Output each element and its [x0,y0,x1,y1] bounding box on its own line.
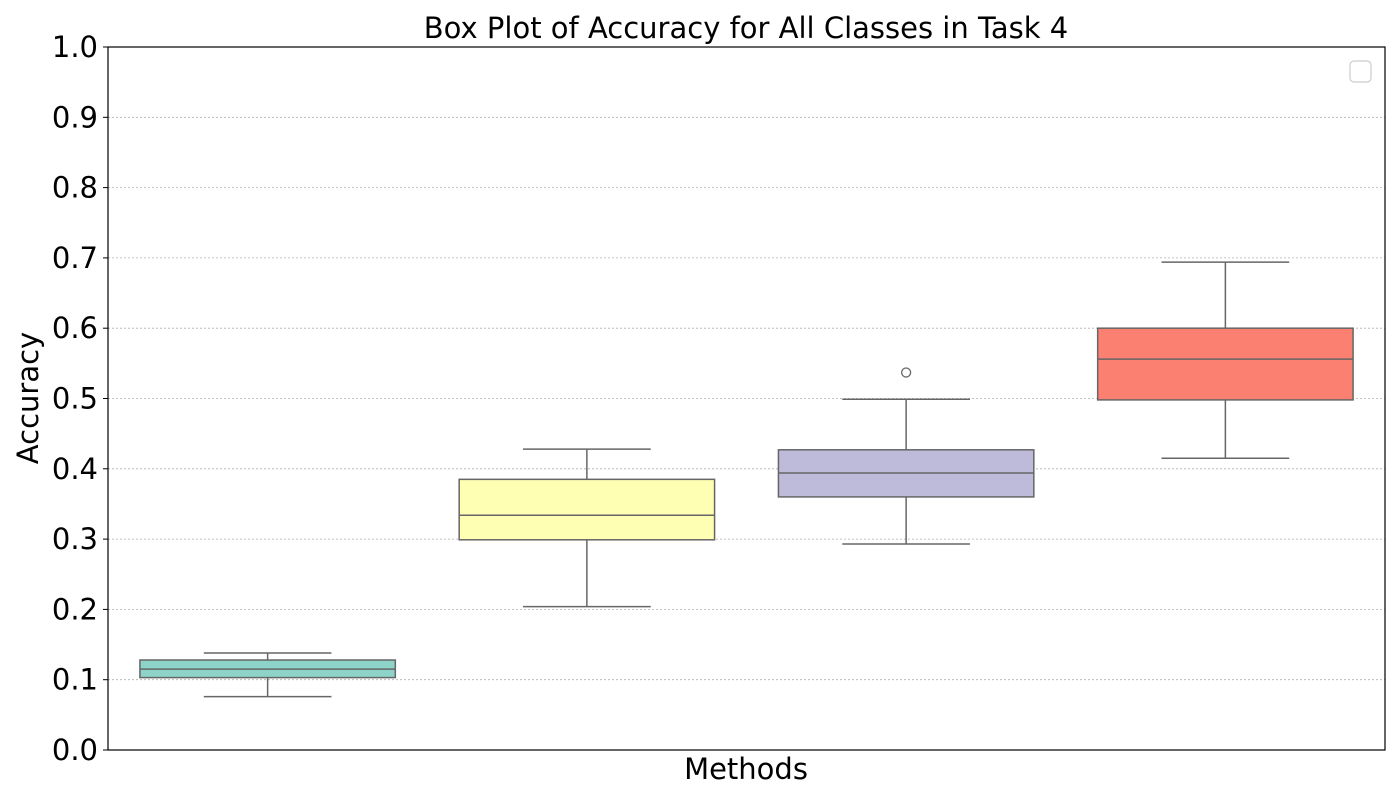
y-tick-label: 0.2 [52,592,98,626]
y-tick-label: 0.8 [52,171,98,205]
box-iqr [1096,327,1354,401]
legend-box [1349,60,1372,83]
y-tick-label: 0.6 [52,311,98,345]
y-axis-label: Accuracy [11,332,45,464]
y-tick-label: 0.5 [52,382,98,416]
box-iqr [458,478,716,541]
outlier-point [900,367,912,378]
box-group [139,652,397,698]
y-tick-label: 0.1 [52,663,98,697]
y-tick-label: 0.7 [52,241,98,275]
box-group [1096,261,1354,460]
box-series [139,261,1354,698]
box-group [458,448,716,608]
y-tick-label: 1.0 [52,30,98,64]
y-tick-label: 0.4 [52,452,98,486]
y-tick-label: 0.3 [52,522,98,556]
box-group [777,367,1035,545]
y-axis-ticks: 0.0 0.1 0.2 0.3 0.4 0.5 0.6 0.7 0.8 0.9 1.0 [52,30,108,767]
x-axis-label: Methods [684,752,808,786]
y-tick-label: 0.9 [52,100,98,134]
chart-title: Box Plot of Accuracy for All Classes in … [424,11,1068,45]
y-tick-label: 0.0 [52,733,98,767]
